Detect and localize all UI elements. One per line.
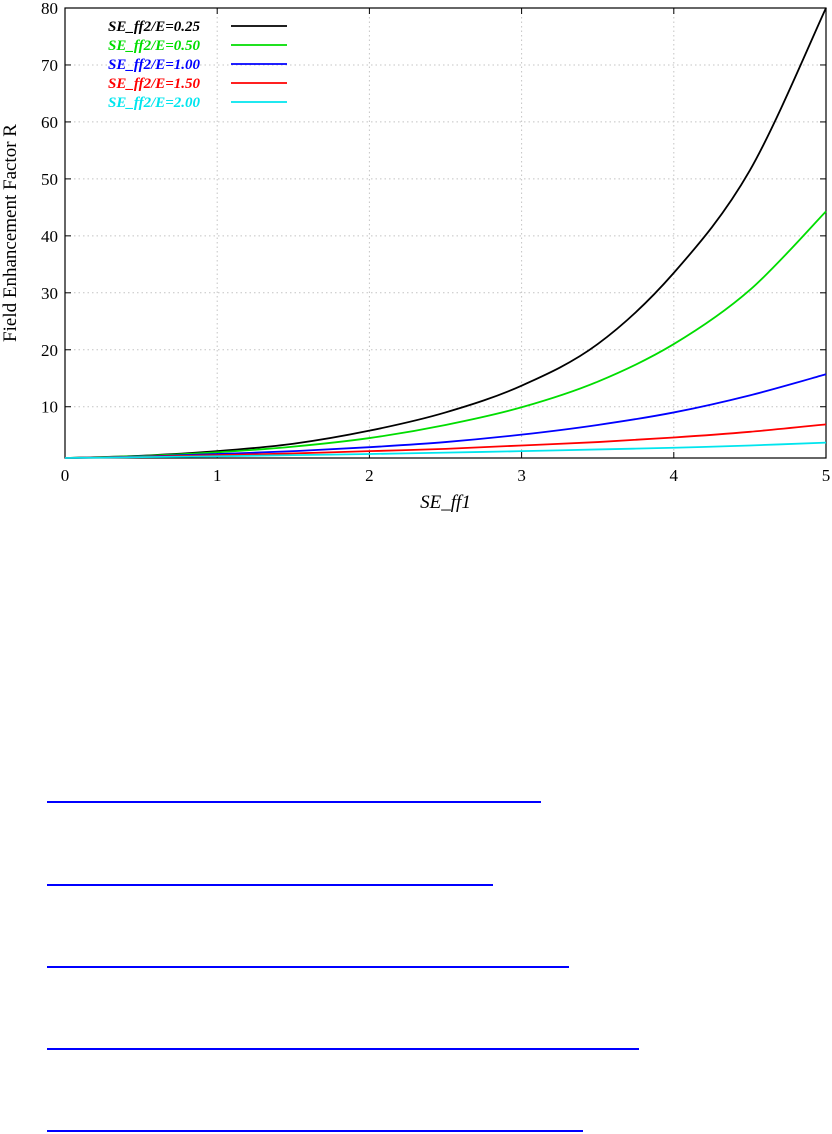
y-tick-label: 80	[41, 0, 58, 18]
gridlines	[65, 8, 826, 458]
legend-label: SE_ff2/E=0.50	[108, 38, 201, 54]
x-tick-label: 1	[213, 466, 222, 485]
y-tick-label: 50	[41, 170, 58, 189]
divider-line	[47, 1130, 583, 1132]
legend-label: SE_ff2/E=1.50	[108, 76, 201, 92]
plot-frame	[64, 7, 827, 459]
divider-line	[47, 884, 493, 886]
divider-line	[47, 1048, 639, 1050]
divider-line	[47, 966, 569, 968]
axis-ticks: 0 1 2 3 4 5 10 20 30 40 50 60 70 80	[41, 0, 830, 485]
y-tick-label: 10	[41, 398, 58, 417]
x-tick-label: 5	[822, 466, 831, 485]
y-tick-label: 40	[41, 227, 58, 246]
y-tick-label: 60	[41, 113, 58, 132]
legend-label: SE_ff2/E=2.00	[108, 95, 201, 111]
series-line-1	[64, 7, 827, 459]
legend-label: SE_ff2/E=0.25	[108, 19, 201, 35]
series-lines	[64, 7, 827, 459]
x-tick-label: 2	[365, 466, 374, 485]
y-tick-label: 30	[41, 284, 58, 303]
x-axis-label: SE_ff1	[420, 492, 471, 513]
divider-line	[47, 801, 541, 803]
series-line-3	[64, 373, 827, 459]
y-axis-label: Field Enhancement Factor R	[0, 124, 21, 342]
y-tick-label: 20	[41, 341, 58, 360]
x-tick-label: 4	[670, 466, 679, 485]
series-line-2	[64, 210, 827, 459]
x-tick-label: 3	[517, 466, 526, 485]
series-line-5	[64, 441, 827, 459]
legend-label: SE_ff2/E=1.00	[108, 57, 201, 73]
y-tick-label: 70	[41, 56, 58, 75]
x-tick-label: 0	[61, 466, 70, 485]
legend: SE_ff2/E=0.25 SE_ff2/E=0.50 SE_ff2/E=1.00 S…	[108, 19, 287, 111]
